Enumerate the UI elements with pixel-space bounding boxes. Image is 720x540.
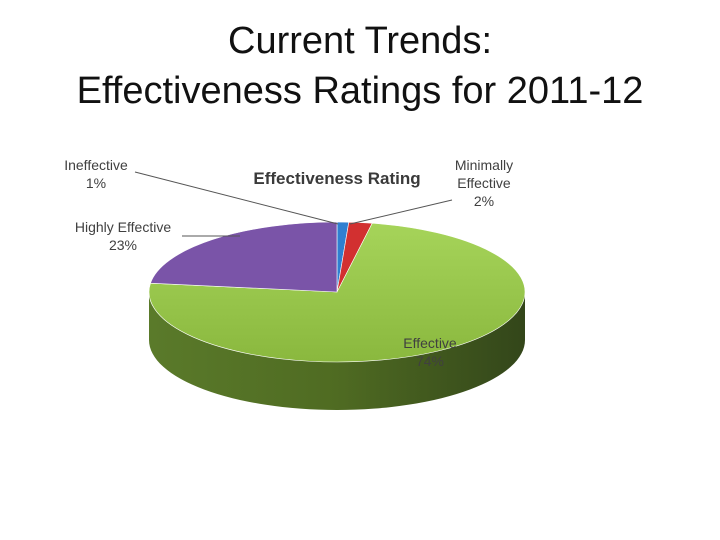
- slice-value-highly-effective: 23%: [109, 237, 137, 253]
- slide-title-line-1: Current Trends:: [228, 20, 492, 62]
- slice-label-minimally-effective-line-2: Effective: [457, 175, 511, 191]
- pie-slices: [148, 221, 526, 363]
- pie-side-wall: [149, 292, 525, 410]
- slice-label-minimally-effective-line-1: Minimally: [455, 157, 513, 173]
- slice-value-effective: 74%: [416, 353, 444, 369]
- slice-value-minimally-effective: 2%: [474, 193, 494, 209]
- pie-slice-effective: [148, 222, 526, 363]
- leader-lines: [134, 171, 453, 237]
- slide-title: Current Trends: Effectiveness Ratings fo…: [0, 16, 720, 116]
- slice-label-effective: Effective: [403, 335, 457, 351]
- chart-title: Effectiveness Rating: [253, 169, 420, 188]
- pie-3d-side: [149, 292, 525, 410]
- slice-value-ineffective: 1%: [86, 175, 106, 191]
- slide-title-line-2: Effectiveness Ratings for 2011-12: [76, 70, 644, 112]
- slice-label-ineffective: Ineffective: [64, 157, 128, 173]
- slice-label-highly-effective: Highly Effective: [75, 219, 171, 235]
- leader-line-minimally-effective: [349, 199, 453, 225]
- leader-line-ineffective: [134, 171, 339, 225]
- slice-labels: Ineffective 1% Minimally Effective 2% Effecti…: [64, 157, 513, 369]
- pie-slice-highly-effective: [150, 221, 338, 293]
